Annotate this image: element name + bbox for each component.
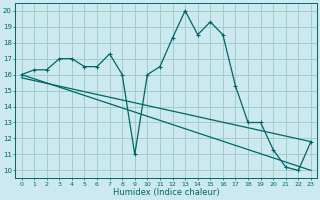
X-axis label: Humidex (Indice chaleur): Humidex (Indice chaleur)	[113, 188, 220, 197]
